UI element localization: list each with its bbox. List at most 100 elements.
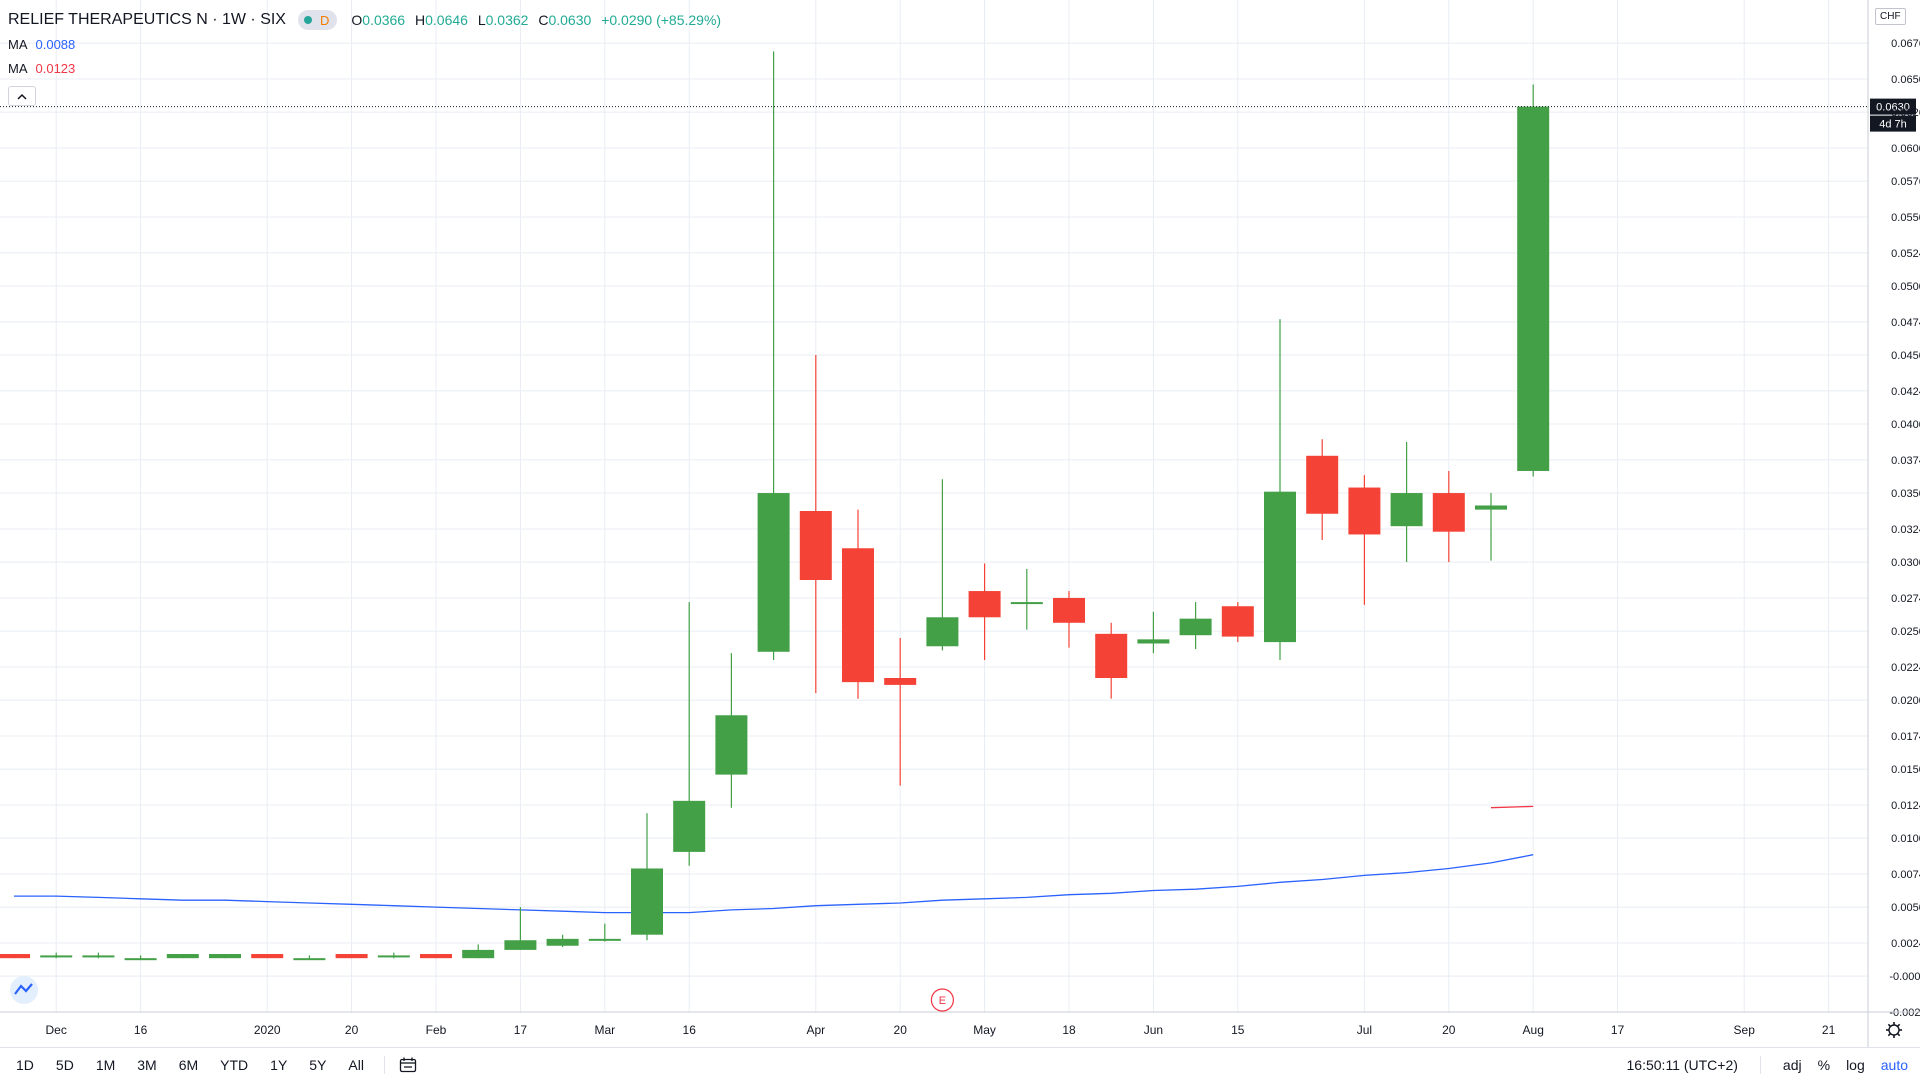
candle-body <box>209 954 241 959</box>
ma-line-1 <box>14 854 1534 914</box>
ma2-value: 0.0123 <box>35 60 76 76</box>
candle-body <box>166 954 199 959</box>
candle-body <box>1517 106 1550 471</box>
range-1d-button[interactable]: 1D <box>16 1056 34 1073</box>
ma1-label: MA <box>8 36 28 52</box>
toolbar-divider <box>383 1055 385 1074</box>
y-tick-label: 0.0474 <box>1891 317 1920 329</box>
x-tick-label: Aug <box>1523 1023 1544 1037</box>
y-tick-label: 0.0074 <box>1891 869 1920 881</box>
status-dot-icon <box>303 16 312 24</box>
earnings-circle-icon <box>930 988 955 1012</box>
candle-body <box>40 955 73 958</box>
candle <box>124 955 157 961</box>
log-toggle[interactable]: log <box>1846 1056 1865 1073</box>
range-all-button[interactable]: All <box>348 1056 364 1073</box>
adj-toggle[interactable]: adj <box>1782 1056 1802 1073</box>
candle-body <box>0 954 30 959</box>
range-3m-button[interactable]: 3M <box>137 1056 157 1073</box>
candle-body <box>1348 487 1381 535</box>
candle-body <box>1264 491 1296 643</box>
candle <box>166 954 199 959</box>
auto-toggle[interactable]: auto <box>1880 1056 1908 1073</box>
candle <box>293 955 326 961</box>
candle-body <box>335 954 368 959</box>
y-tick-label: 0.0024 <box>1891 938 1920 950</box>
candle <box>1264 319 1296 661</box>
candle-body <box>968 591 1001 618</box>
symbol-label: RELIEF THERAPEUTICS N <box>8 11 208 28</box>
o-key: O <box>351 12 363 28</box>
market-status-badge[interactable]: D <box>297 10 338 30</box>
candle-body <box>799 511 832 581</box>
collapse-legend-button[interactable] <box>8 86 36 106</box>
symbol-name[interactable]: RELIEF THERAPEUTICS N · 1W · SIX <box>8 11 286 28</box>
go-to-date-button[interactable] <box>391 1057 425 1073</box>
percent-toggle[interactable]: % <box>1817 1056 1831 1073</box>
range-5y-button[interactable]: 5Y <box>309 1056 327 1073</box>
range-1y-button[interactable]: 1Y <box>270 1056 288 1073</box>
currency-badge[interactable]: CHF <box>1875 8 1906 25</box>
x-tick-label: Jun <box>1144 1023 1163 1037</box>
range-6m-button[interactable]: 6M <box>178 1056 199 1073</box>
y-tick-label: 0.0576 <box>1891 176 1920 188</box>
interval-label: 1W <box>221 11 246 28</box>
range-1m-button[interactable]: 1M <box>95 1056 116 1073</box>
candle-body <box>82 955 115 958</box>
l-value: 0.0362 <box>485 12 529 28</box>
candle-body <box>673 800 706 852</box>
change-value: +0.0290 (+85.29%) <box>601 12 722 28</box>
ma-line-2 <box>1490 805 1534 809</box>
candle <box>799 355 832 694</box>
candle-body <box>1137 639 1170 644</box>
x-tick-label: 17 <box>514 1023 528 1037</box>
last-price-label-bg <box>1870 98 1916 115</box>
x-tick-label: 21 <box>1822 1023 1836 1037</box>
candle-body <box>715 715 748 775</box>
d-letter: D <box>319 12 330 28</box>
tradingview-logo-icon[interactable] <box>10 976 38 1004</box>
candle-body <box>1095 633 1128 678</box>
range-ytd-button[interactable]: YTD <box>220 1056 249 1073</box>
earnings-marker[interactable]: E <box>930 988 955 1012</box>
x-tick-label: 15 <box>1231 1023 1245 1037</box>
earnings-label: E <box>939 995 946 1007</box>
clock-readout[interactable]: 16:50:11 (UTC+2) <box>1626 1056 1738 1073</box>
range-buttons: 1D 5D 1M 3M 6M YTD 1Y 5Y All <box>8 1055 425 1074</box>
legend-ma-row-1[interactable]: MA 0.0088 <box>8 32 727 56</box>
y-tick-label: 0.0224 <box>1891 662 1920 674</box>
candle-body <box>1053 597 1085 623</box>
candle-body <box>588 938 621 941</box>
candle <box>420 954 452 959</box>
x-tick-label: 20 <box>894 1023 908 1037</box>
candle-body <box>631 868 663 935</box>
candle <box>1095 622 1128 699</box>
gear-icon[interactable] <box>1886 1022 1902 1038</box>
candle <box>715 653 748 808</box>
chart-legend: RELIEF THERAPEUTICS N · 1W · SIX D O 0.03… <box>8 8 727 106</box>
range-5d-button[interactable]: 5D <box>55 1056 74 1073</box>
candle-body <box>1010 602 1043 605</box>
candle-body <box>842 548 874 683</box>
candle-body <box>1475 505 1507 510</box>
h-key: H <box>414 12 426 28</box>
countdown-label-bg <box>1870 115 1916 132</box>
candle-body <box>884 678 917 685</box>
legend-symbol-row: RELIEF THERAPEUTICS N · 1W · SIX D O 0.03… <box>8 8 727 32</box>
candle <box>1179 602 1212 650</box>
candle-body <box>293 958 326 961</box>
y-tick-label: 0.0626 <box>1891 107 1920 119</box>
right-tools: 16:50:11 (UTC+2) adj % log auto <box>1627 1048 1908 1081</box>
legend-ma-row-2[interactable]: MA 0.0123 <box>8 56 727 80</box>
last-price-line: 0.0630 4d 7h <box>0 98 1916 132</box>
candle <box>1137 611 1170 654</box>
